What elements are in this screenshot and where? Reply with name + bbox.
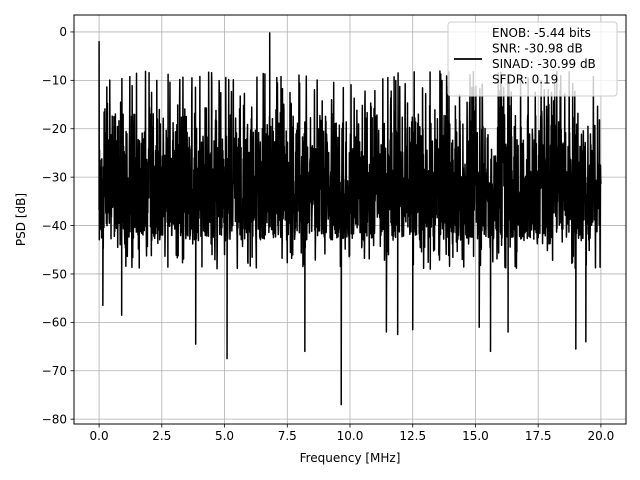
psd-series-line — [98, 32, 602, 406]
y-tick-label: 0 — [59, 25, 67, 39]
legend: ENOB: -5.44 bits SNR: -30.98 dB SINAD: -… — [447, 21, 618, 97]
x-tick-label: 17.5 — [525, 429, 552, 443]
y-tick-label: −70 — [42, 364, 67, 378]
y-tick-label: −60 — [42, 316, 67, 330]
y-tick-label: −50 — [42, 267, 67, 281]
x-tick-label: 12.5 — [399, 429, 426, 443]
x-tick-label: 15.0 — [462, 429, 489, 443]
y-axis-label: PSD [dB] — [14, 193, 28, 246]
x-tick-label: 5.0 — [215, 429, 234, 443]
y-tick-label: −10 — [42, 74, 67, 88]
x-tick-label: 7.5 — [278, 429, 297, 443]
y-tick-label: −80 — [42, 412, 67, 426]
tick-layer: 0.0 2.5 5.0 7.5 10.0 12.5 15.0 17.5 20.0 0 −10 −20 −… — [42, 25, 615, 443]
x-tick-label: 0.0 — [90, 429, 109, 443]
legend-line-snr: SNR: -30.98 dB — [492, 42, 583, 56]
legend-box — [447, 21, 618, 97]
legend-line-sinad: SINAD: -30.99 dB — [492, 57, 596, 71]
data-layer — [98, 32, 602, 406]
legend-line-enob: ENOB: -5.44 bits — [492, 26, 591, 40]
x-axis-label: Frequency [MHz] — [300, 451, 401, 465]
y-tick-label: −20 — [42, 122, 67, 136]
x-tick-label: 20.0 — [588, 429, 615, 443]
x-tick-label: 2.5 — [152, 429, 171, 443]
y-tick-label: −30 — [42, 170, 67, 184]
legend-line-sfdr: SFDR: 0.19 — [492, 73, 558, 87]
x-tick-label: 10.0 — [337, 429, 364, 443]
y-tick-label: −40 — [42, 219, 67, 233]
